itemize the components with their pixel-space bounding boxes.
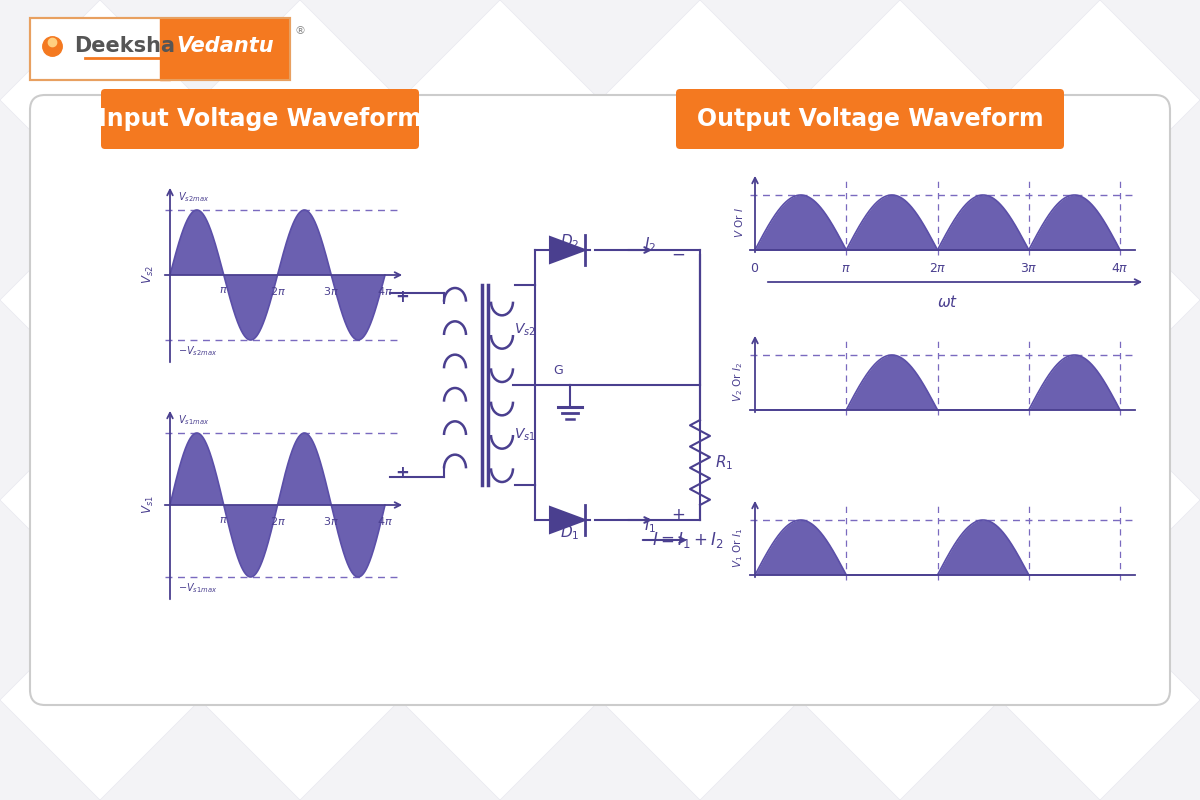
Text: $3\pi$: $3\pi$ [323,285,340,297]
Text: −: − [395,467,409,485]
FancyBboxPatch shape [160,18,290,80]
Text: $4\pi$: $4\pi$ [377,515,392,527]
Text: $V_{2}$ Or $I_2$: $V_{2}$ Or $I_2$ [731,362,745,402]
Polygon shape [900,300,1100,500]
Text: $4\pi$: $4\pi$ [1111,262,1129,275]
Text: +: + [671,506,685,524]
Polygon shape [300,700,500,800]
Text: $V_{s2}$: $V_{s2}$ [140,266,156,284]
FancyBboxPatch shape [101,89,419,149]
Text: $I_2$: $I_2$ [644,235,656,254]
Polygon shape [900,700,1100,800]
Polygon shape [500,300,700,500]
Polygon shape [500,500,700,700]
Text: +: + [395,464,409,482]
Text: ®: ® [295,26,306,36]
Polygon shape [0,700,100,800]
Polygon shape [700,500,900,700]
FancyBboxPatch shape [30,95,1170,705]
Polygon shape [1100,300,1200,500]
Polygon shape [0,300,100,500]
Text: $2\pi$: $2\pi$ [929,262,947,275]
Polygon shape [100,300,300,500]
Text: $V$ Or $I$: $V$ Or $I$ [733,207,745,238]
Polygon shape [500,100,700,300]
Text: $\pi$: $\pi$ [841,262,851,275]
Polygon shape [0,100,100,300]
Polygon shape [0,0,100,100]
Polygon shape [1100,500,1200,700]
Polygon shape [700,0,900,100]
Text: $I_1$: $I_1$ [644,516,656,535]
Text: Deeksha: Deeksha [74,36,175,56]
Text: $4\pi$: $4\pi$ [377,285,392,297]
Polygon shape [900,500,1100,700]
Polygon shape [550,237,586,263]
Polygon shape [700,300,900,500]
Polygon shape [0,500,100,700]
Text: G: G [553,364,563,377]
Text: $V_{s1}$: $V_{s1}$ [140,495,156,514]
Polygon shape [500,0,700,100]
Text: $V_{s1}$: $V_{s1}$ [514,427,536,443]
Polygon shape [900,100,1100,300]
Text: Input Voltage Waveform: Input Voltage Waveform [98,107,422,131]
Text: $0$: $0$ [750,262,760,275]
Polygon shape [100,100,300,300]
Text: $R_1$: $R_1$ [715,453,733,472]
Polygon shape [900,0,1100,100]
Polygon shape [300,300,500,500]
Text: $2\pi$: $2\pi$ [270,285,286,297]
Text: $\pi$: $\pi$ [220,285,228,295]
Polygon shape [1100,0,1200,100]
Polygon shape [300,0,500,100]
FancyBboxPatch shape [30,18,290,80]
Polygon shape [700,700,900,800]
Text: $D_2$: $D_2$ [560,232,580,250]
Text: $\pi$: $\pi$ [220,515,228,525]
Text: $V_{s1max}$: $V_{s1max}$ [178,413,210,427]
Text: $V_{1}$ Or $I_1$: $V_{1}$ Or $I_1$ [731,527,745,567]
Text: $3\pi$: $3\pi$ [1020,262,1038,275]
Polygon shape [700,100,900,300]
Polygon shape [500,700,700,800]
Polygon shape [100,700,300,800]
Polygon shape [300,100,500,300]
Text: $V_{s2}$: $V_{s2}$ [514,322,536,338]
Text: Vedantu: Vedantu [176,36,274,56]
Polygon shape [300,500,500,700]
Polygon shape [100,0,300,100]
Text: $\omega t$: $\omega t$ [937,294,958,310]
Text: $-V_{s1max}$: $-V_{s1max}$ [178,581,217,595]
Polygon shape [1100,100,1200,300]
Text: Output Voltage Waveform: Output Voltage Waveform [697,107,1043,131]
Text: $D_1$: $D_1$ [560,523,580,542]
Polygon shape [550,507,586,533]
Text: $V_{s2max}$: $V_{s2max}$ [178,190,209,204]
Text: +: + [395,288,409,306]
Polygon shape [100,500,300,700]
Polygon shape [1100,700,1200,800]
FancyBboxPatch shape [676,89,1064,149]
Text: $I = I_1 + I_2$: $I = I_1 + I_2$ [652,530,724,550]
Text: $2\pi$: $2\pi$ [270,515,286,527]
Text: $-V_{s2max}$: $-V_{s2max}$ [178,344,217,358]
Text: −: − [671,246,685,264]
Text: $3\pi$: $3\pi$ [323,515,340,527]
